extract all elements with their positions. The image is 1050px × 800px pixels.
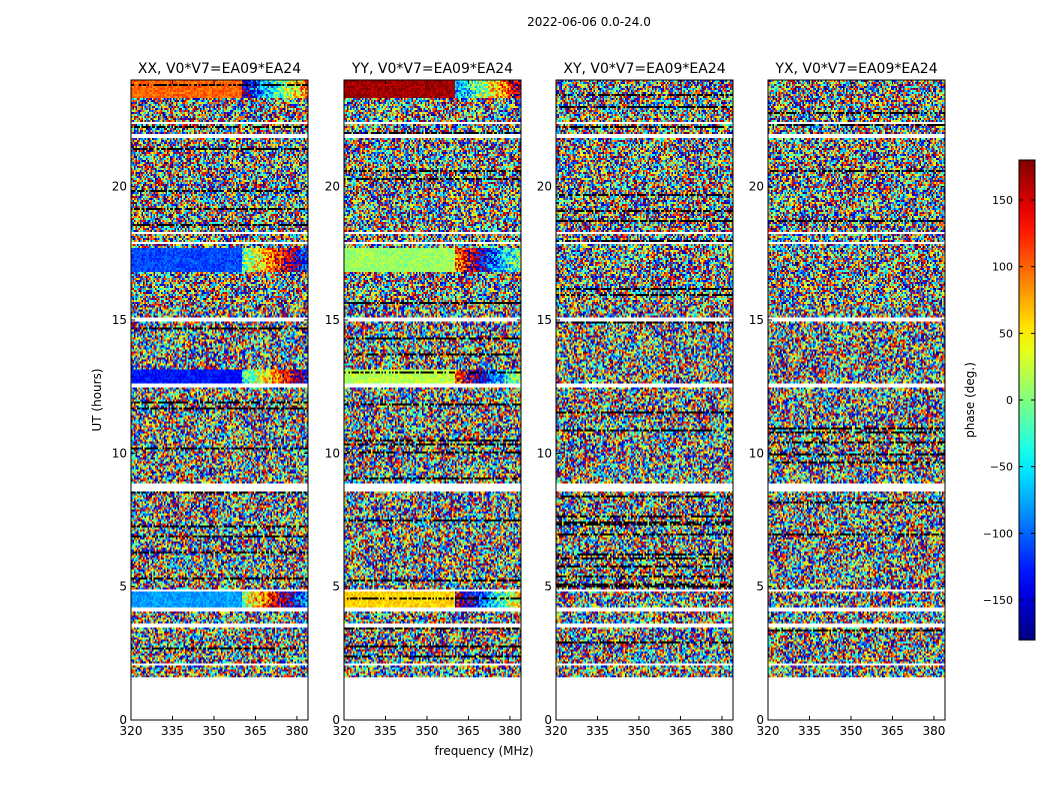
x-tick-label: 350 <box>628 724 651 738</box>
colorbar-tick-label: −150 <box>983 594 1013 607</box>
y-tick-label: 20 <box>325 180 340 194</box>
x-tick-label: 380 <box>922 724 945 738</box>
y-tick-label: 5 <box>119 580 127 594</box>
x-tick-label: 365 <box>881 724 904 738</box>
y-tick-label: 0 <box>756 713 764 727</box>
colorbar-label: phase (deg.) <box>963 362 977 438</box>
phase-heatmap <box>344 80 521 678</box>
y-tick-label: 0 <box>119 713 127 727</box>
x-tick-label: 350 <box>840 724 863 738</box>
y-tick-label: 20 <box>537 180 552 194</box>
x-tick-label: 350 <box>203 724 226 738</box>
panel-xx: XX, V0*V7=EA09*EA24 320 335 350 365 380 0 5 10 15… <box>112 61 309 738</box>
panel-yx: YX, V0*V7=EA09*EA24 320 335 350 365 380 0 5 10 15… <box>749 61 946 738</box>
phase-heatmap <box>556 80 733 678</box>
axes-frame <box>130 79 309 721</box>
y-tick-label: 0 <box>544 713 552 727</box>
colorbar-tick-label: 50 <box>999 327 1013 340</box>
y-tick-label: 20 <box>112 180 127 194</box>
panel-title: XY, V0*V7=EA09*EA24 <box>563 61 725 77</box>
x-tick-label: 380 <box>498 724 521 738</box>
y-tick-label: 15 <box>325 313 340 327</box>
axes-frame <box>767 79 946 721</box>
phase-heatmap <box>768 80 945 678</box>
panel-title: XX, V0*V7=EA09*EA24 <box>138 61 301 77</box>
y-tick-label: 20 <box>749 180 764 194</box>
x-tick-label: 350 <box>416 724 439 738</box>
x-tick-label: 335 <box>798 724 821 738</box>
y-tick-label: 5 <box>544 580 552 594</box>
y-tick-label: 10 <box>537 446 552 460</box>
panels: XX, V0*V7=EA09*EA24 320 335 350 365 380 0 5 10 15… <box>112 61 946 738</box>
y-tick-label: 10 <box>112 446 127 460</box>
x-tick-label: 335 <box>161 724 184 738</box>
y-tick-label: 10 <box>325 446 340 460</box>
y-tick-label: 5 <box>332 580 340 594</box>
y-axis-label: UT (hours) <box>90 368 104 431</box>
x-tick-label: 320 <box>545 724 568 738</box>
x-tick-label: 365 <box>244 724 267 738</box>
y-tick-label: 0 <box>332 713 340 727</box>
x-axis-label: frequency (MHz) <box>434 744 533 758</box>
y-tick-label: 15 <box>112 313 127 327</box>
panel-yy: YY, V0*V7=EA09*EA24 320 335 350 365 380 0 5 10 15… <box>325 61 522 738</box>
x-tick-label: 335 <box>374 724 397 738</box>
x-tick-label: 365 <box>669 724 692 738</box>
x-tick-label: 365 <box>457 724 480 738</box>
axes-frame <box>343 79 522 721</box>
y-tick-label: 15 <box>537 313 552 327</box>
x-tick-label: 380 <box>710 724 733 738</box>
y-tick-label: 10 <box>749 446 764 460</box>
x-tick-label: 320 <box>757 724 780 738</box>
y-tick-label: 5 <box>756 580 764 594</box>
colorbar-tick-label: −100 <box>983 527 1013 540</box>
phase-heatmap <box>131 80 308 678</box>
x-tick-label: 380 <box>285 724 308 738</box>
colorbar-tick-label: −50 <box>990 461 1013 474</box>
x-tick-label: 320 <box>120 724 143 738</box>
x-tick-label: 335 <box>586 724 609 738</box>
panel-title: YX, V0*V7=EA09*EA24 <box>774 61 937 77</box>
axes-frame <box>555 79 734 721</box>
colorbar: 150 100 50 0 −50 −100 −150 <box>983 159 1036 641</box>
figure-suptitle: 2022-06-06 0.0-24.0 <box>527 15 651 29</box>
colorbar-tick-label: 150 <box>992 194 1013 207</box>
panel-xy: XY, V0*V7=EA09*EA24 320 335 350 365 380 0 5 10 15… <box>537 61 734 738</box>
colorbar-tick-label: 0 <box>1006 394 1013 407</box>
x-tick-label: 320 <box>333 724 356 738</box>
y-tick-label: 15 <box>749 313 764 327</box>
panel-title: YY, V0*V7=EA09*EA24 <box>351 61 513 77</box>
colorbar-tick-label: 100 <box>992 261 1013 274</box>
